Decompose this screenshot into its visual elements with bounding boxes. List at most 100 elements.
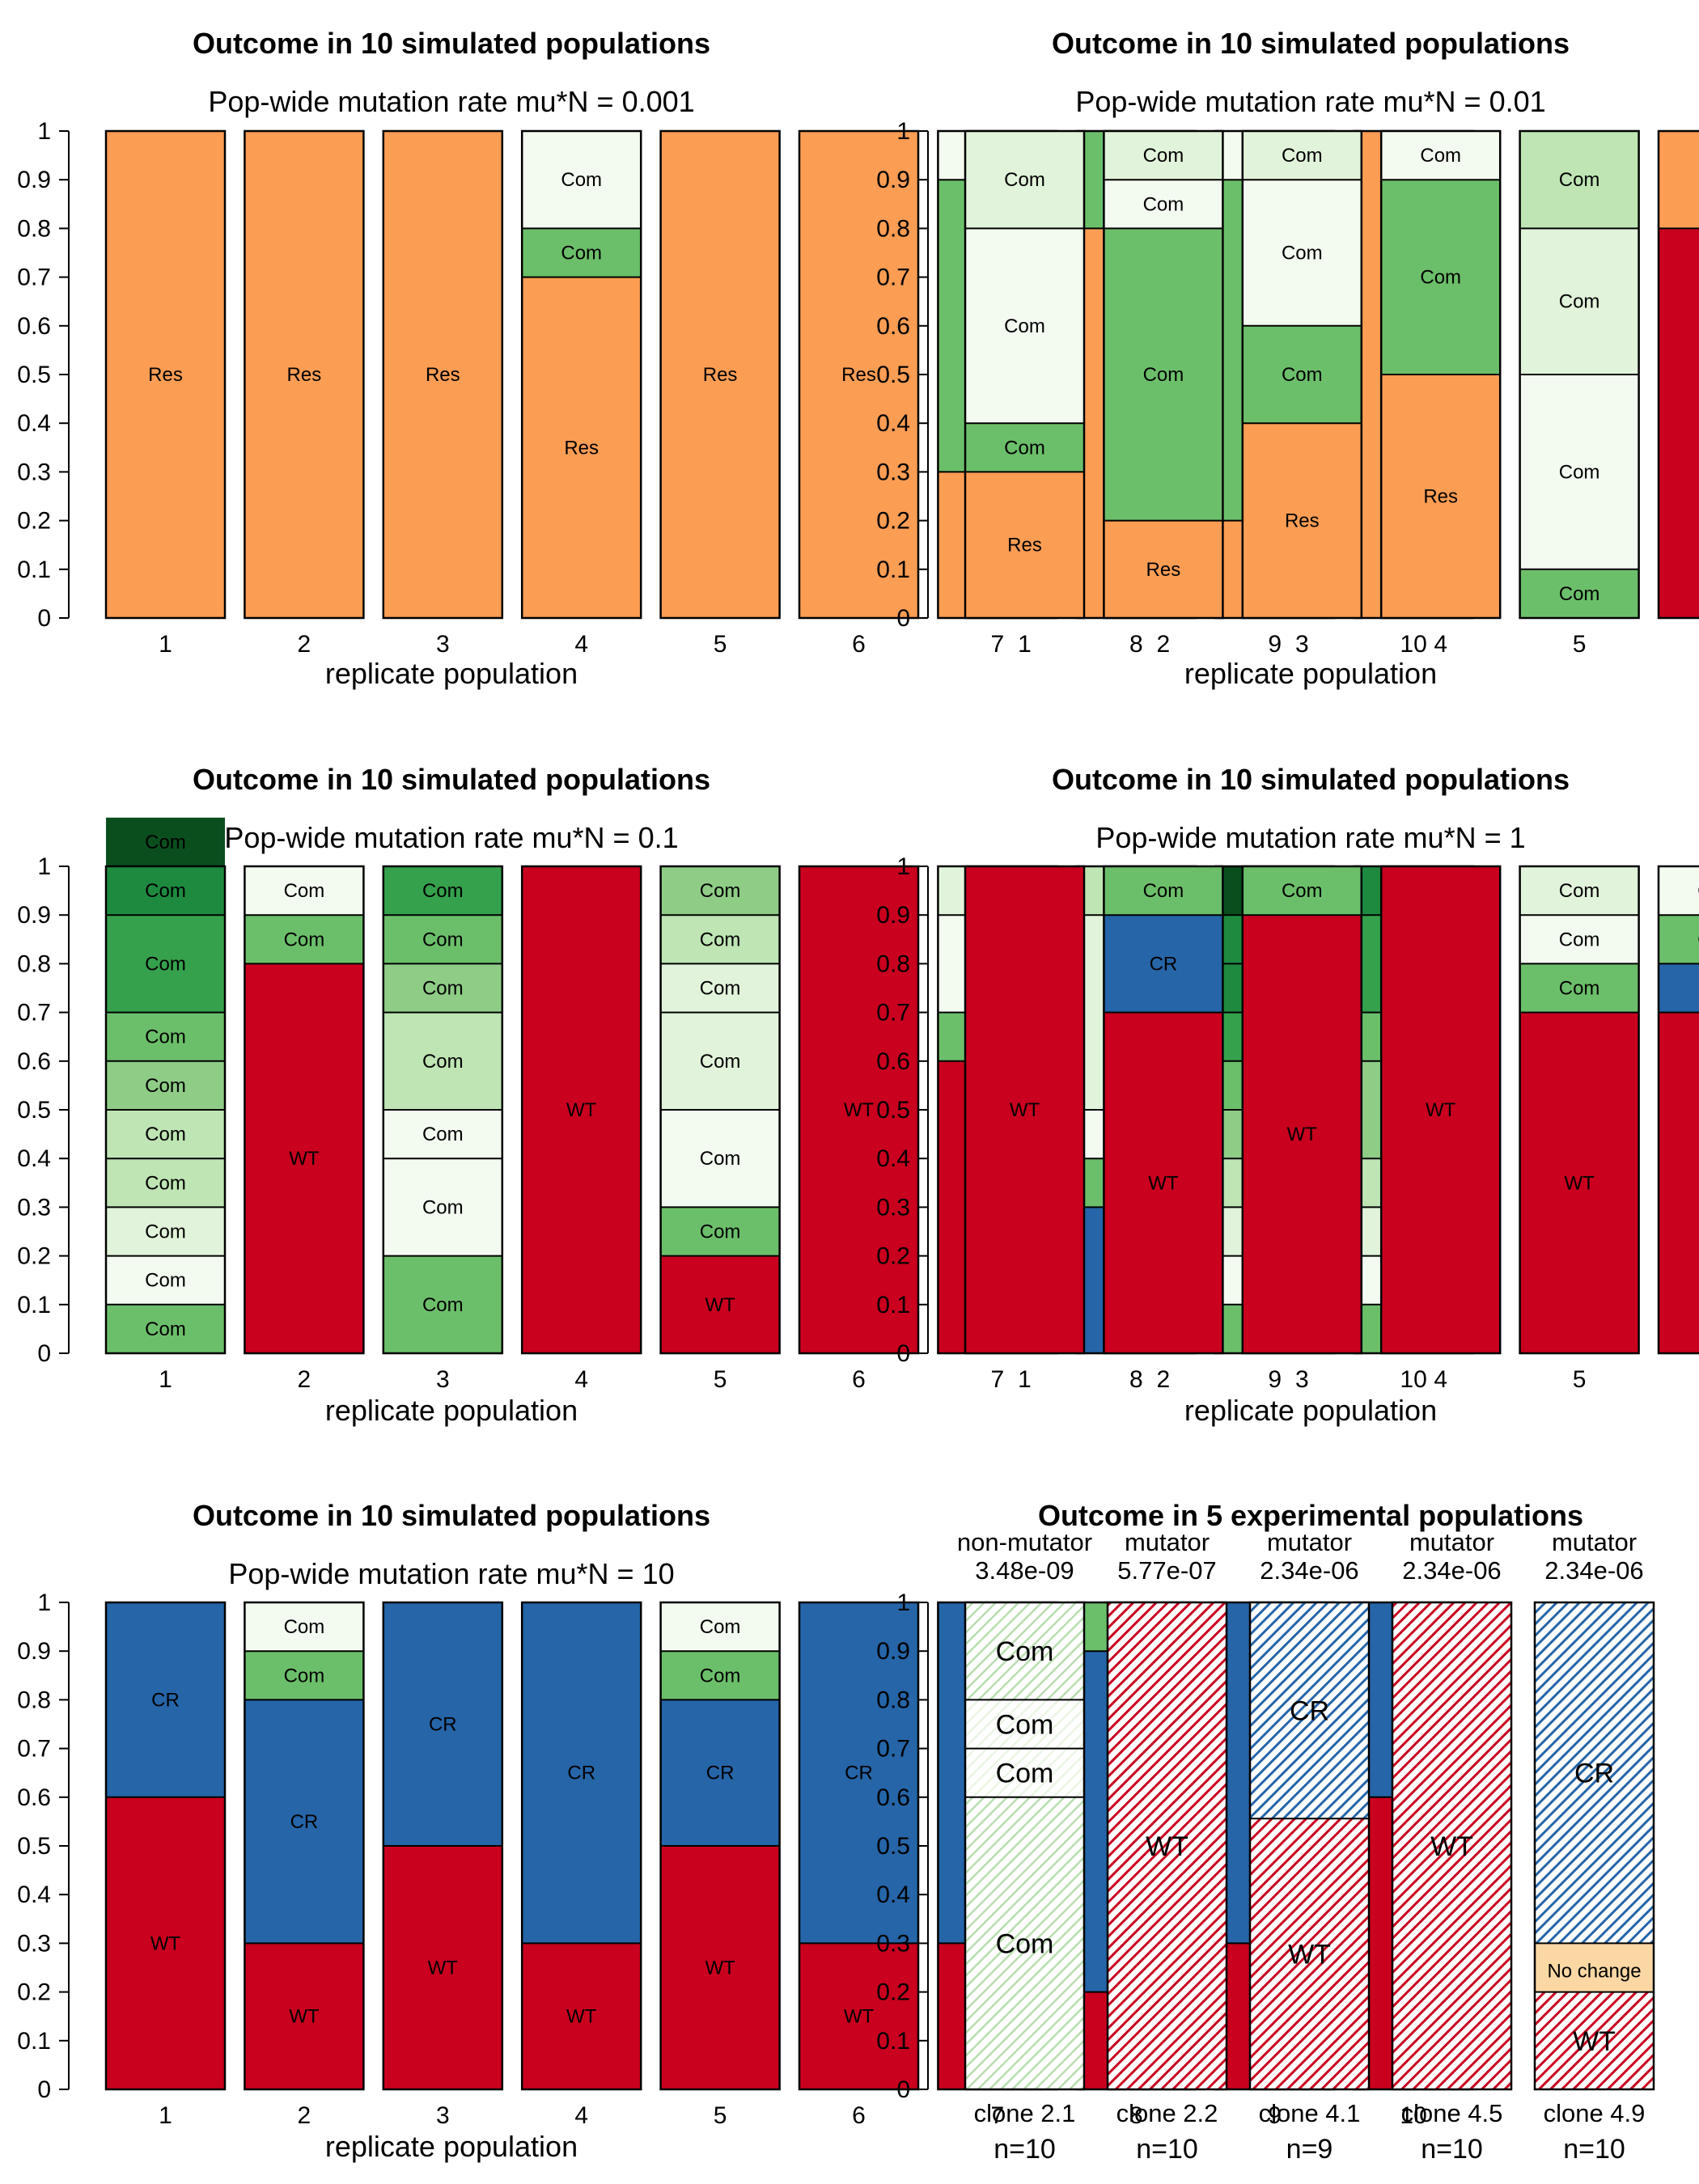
segment-label: Com [284, 1616, 325, 1638]
segment-label: WT [289, 1148, 320, 1170]
bar-outline [1241, 865, 1363, 1355]
segment-label: Res [703, 364, 738, 386]
x-tick-label: 5 [1573, 1366, 1587, 1393]
panel-title: Outcome in 10 simulated populations [1052, 27, 1570, 60]
y-tick-label: 0.7 [876, 1736, 910, 1763]
y-tick-label: 0.5 [17, 362, 51, 388]
segment-label: WT [566, 1099, 597, 1121]
y-tick-label: 0.6 [876, 1048, 910, 1075]
bar-segment-wt [522, 1943, 642, 2089]
clone-type-label: mutator [1552, 1528, 1637, 1556]
y-tick-label: 0.4 [876, 1881, 910, 1908]
y-axis: 0 0.1 0.2 0.3 0.4 0.5 0.6 0.7 0.8 0.9 1 [876, 118, 929, 632]
bar-segment-cr [1250, 1602, 1369, 1819]
x-tick-label: 9 [1268, 631, 1282, 658]
segment-label: Com [422, 1294, 464, 1316]
segment-label: Com [1559, 978, 1600, 1000]
bar-segment-com [965, 228, 1084, 424]
y-tick-label: 0 [896, 2076, 910, 2103]
sample-count-label: n=10 [1563, 2134, 1625, 2165]
bar-segment-nochange [1535, 1943, 1654, 1992]
x-tick-label: 5 [714, 631, 727, 658]
x-axis-label: replicate population [325, 2130, 578, 2163]
y-tick-label: 0.3 [876, 1930, 910, 1957]
bar-outline [104, 1601, 227, 2091]
bar-outline [104, 129, 227, 620]
bar-3: Com Com Com Com Com Com Com 3 [382, 865, 504, 1393]
segment-label: CR [1574, 1759, 1614, 1789]
x-tick-label: 1 [159, 2102, 172, 2129]
x-tick-label: 4 [1434, 631, 1447, 658]
bar-segment-com [660, 963, 780, 1013]
y-tick-label: 0.9 [17, 167, 51, 193]
bar-segment-wt [660, 1846, 780, 2089]
bar-segment-cr [1104, 915, 1223, 1013]
x-axis-label: replicate population [1184, 657, 1437, 690]
y-tick-label: 0.6 [17, 1048, 51, 1075]
bar-segment-res [522, 277, 642, 618]
segment-label: WT [1287, 1124, 1318, 1145]
x-tick-label: 4 [1434, 1366, 1447, 1393]
bar-outline [964, 865, 1086, 1355]
y-tick-label: 0.6 [17, 313, 51, 340]
segment-label: Com [1282, 243, 1323, 265]
bar-segment-com [660, 1651, 780, 1700]
bar-2: WT CR Com 2 [1103, 865, 1224, 1393]
y-tick-label: 0.3 [876, 1194, 910, 1221]
y-tick-label: 1 [896, 1589, 910, 1616]
clone-type-label: mutator [1125, 1528, 1210, 1556]
x-tick-label: 2 [298, 2102, 311, 2129]
bar-outline [1379, 865, 1502, 1355]
segment-label: Com [1004, 169, 1045, 191]
bar-segment-com [1519, 915, 1639, 964]
segment-label: Com [561, 169, 602, 191]
x-tick-label: 10 [1400, 631, 1426, 658]
bar-segment-com [660, 1602, 780, 1652]
bar-outline [659, 129, 781, 620]
segment-label: Com [145, 1026, 186, 1048]
x-tick-label: 3 [1295, 1366, 1309, 1393]
y-tick-label: 0.7 [876, 1000, 910, 1026]
bar-outline [382, 1601, 504, 2091]
bar-segment-wt [106, 1797, 225, 2089]
bar-segment-wt [522, 866, 642, 1353]
y-tick-label: 0.1 [876, 557, 910, 583]
y-tick-label: 1 [37, 118, 51, 145]
bar-4: WT CR 4 [520, 1601, 642, 2129]
y-tick-label: 0.5 [876, 1833, 910, 1860]
bar-outline [244, 129, 365, 620]
bar-6: WTCRComCom6 [1657, 865, 1699, 1355]
x-tick-label: 5 [714, 2102, 727, 2129]
bar-segment-com [522, 131, 642, 229]
panel-title: Outcome in 10 simulated populations [1052, 763, 1570, 796]
bar-outline [1519, 129, 1640, 620]
bar-segment-com [1519, 963, 1639, 1013]
bar-outline [520, 129, 642, 620]
segment-label: CR [706, 1763, 735, 1784]
bar-segment-com [1519, 131, 1639, 229]
bar-segment-com [1381, 131, 1501, 180]
bar-segment-com [383, 1110, 502, 1159]
segment-label: WT [1146, 1831, 1188, 1862]
bar-6: WT CR 6 [798, 1601, 920, 2129]
bar-segment-com [965, 1797, 1084, 2089]
y-axis: 0 0.1 0.2 0.3 0.4 0.5 0.6 0.7 0.8 0.9 1 [876, 853, 929, 1367]
bar-segment-res [1242, 423, 1362, 618]
mutation-rate-label: 5.77e-07 [1117, 1556, 1216, 1585]
y-tick-label: 0.3 [17, 1930, 51, 1957]
bar-segment-com [965, 423, 1084, 472]
bar-segment-wt [799, 1943, 918, 2089]
y-tick-label: 0.8 [17, 215, 51, 242]
bar-segment-cr [244, 1699, 364, 1944]
y-tick-label: 0.7 [876, 265, 910, 291]
bar-2: Res Com Com Com 2 [1103, 129, 1224, 658]
bar-segment-com [1242, 866, 1362, 916]
x-tick-label: 1 [159, 1366, 172, 1393]
segment-label: WT [1010, 1099, 1040, 1121]
bar-segment-cr [799, 1602, 918, 1944]
bar-segment-cr [660, 1699, 780, 1846]
bar-segment-com [383, 866, 502, 916]
panel-mu-0-01: Outcome in 10 simulated populations Pop-… [876, 27, 1699, 690]
y-tick-label: 0.8 [17, 1687, 51, 1713]
